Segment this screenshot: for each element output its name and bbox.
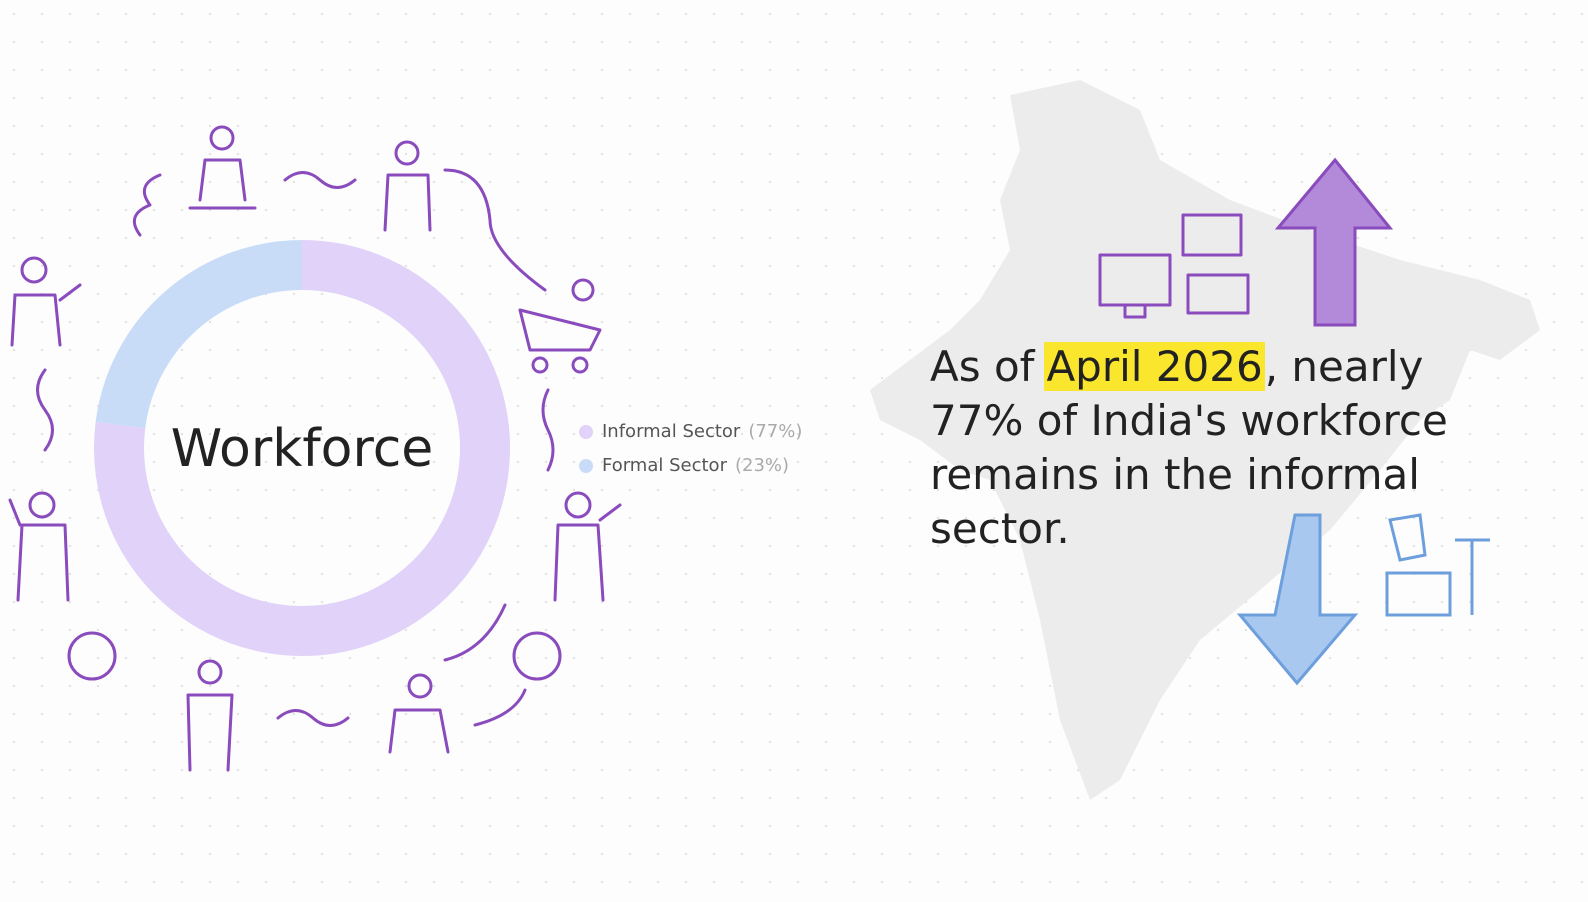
- donut-segment: [94, 240, 510, 656]
- center-label: Workforce: [171, 419, 434, 479]
- legend-value: (77%): [748, 421, 802, 442]
- highlight: April 2026: [1044, 342, 1265, 391]
- donut-segment: [95, 240, 303, 429]
- legend-name: Informal Sector: [602, 421, 741, 442]
- legend-label: Formal Sector (23%): [602, 455, 789, 476]
- annotation-text: As of: [930, 342, 1035, 391]
- legend-name: Formal Sector: [602, 455, 728, 476]
- legend-swatch: [579, 459, 593, 473]
- legend-swatch: [579, 425, 593, 439]
- legend-value: (23%): [735, 455, 789, 476]
- annotation-text: , nearly 77% of India's workforce remain…: [930, 342, 1448, 553]
- decor: [1098, 157, 1490, 686]
- legend-label: Informal Sector (77%): [602, 421, 802, 442]
- icons: [8, 125, 622, 772]
- annotation: As of April 2026, nearly 77% of India's w…: [930, 340, 1530, 556]
- map: [870, 80, 1540, 800]
